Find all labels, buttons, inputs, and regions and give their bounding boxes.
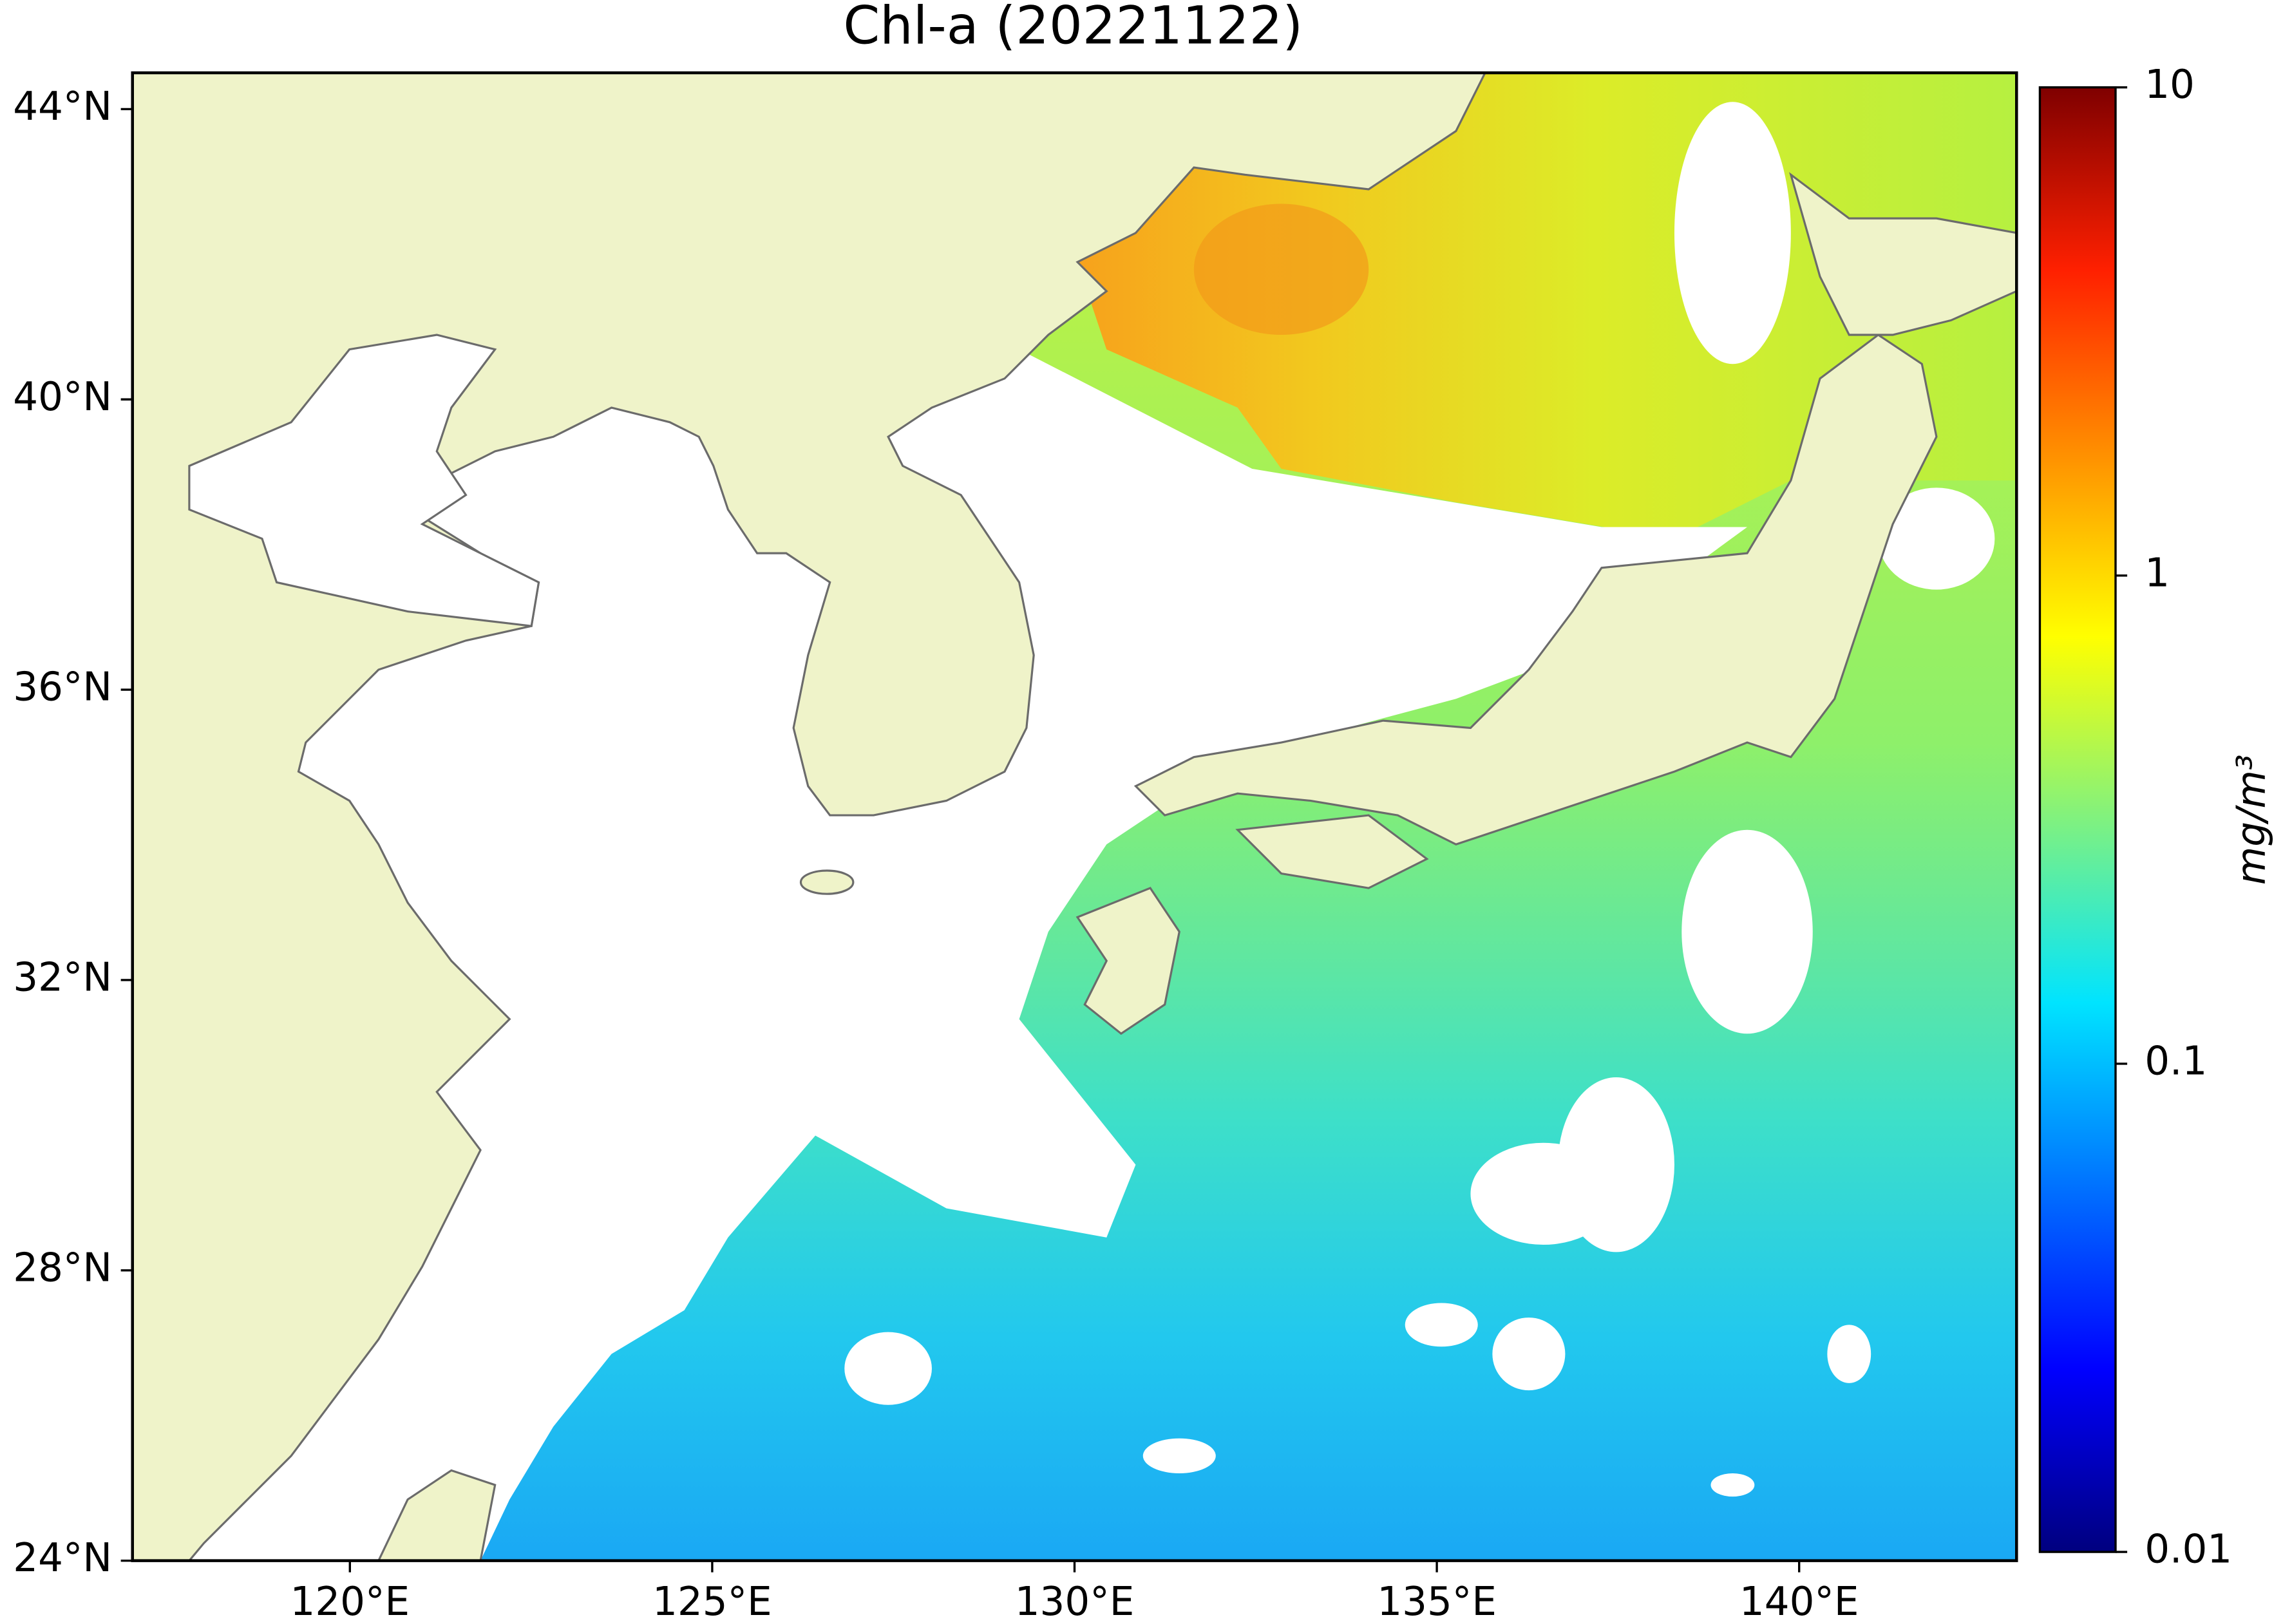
colorbar-tick-label: 1: [2145, 550, 2170, 596]
y-tick-label: 24°N: [13, 1535, 112, 1581]
x-tick-label: 130°E: [1015, 1579, 1135, 1624]
cloud-gaps: [844, 102, 1995, 1497]
y-tick-label: 40°N: [13, 374, 112, 420]
colorbar-label: mg/m³: [2228, 755, 2274, 885]
y-tick-label: 28°N: [13, 1245, 112, 1290]
y-tick-label: 44°N: [13, 84, 112, 129]
x-tick-label: 120°E: [290, 1579, 410, 1624]
x-tick-label: 135°E: [1377, 1579, 1497, 1624]
y-tick-label: 36°N: [13, 665, 112, 710]
colorbar-tick-label: 10: [2145, 62, 2195, 108]
colorbar-tick-label: 0.01: [2145, 1527, 2232, 1572]
colorbar: [2038, 86, 2117, 1553]
land: [132, 73, 2017, 1561]
x-tick-label: 125°E: [652, 1579, 772, 1624]
colorbar-tick-label: 0.1: [2145, 1039, 2207, 1084]
high-chl-patch: [1193, 203, 1369, 335]
no-data-region: [132, 349, 1748, 1561]
x-tick-label: 140°E: [1739, 1579, 1859, 1624]
y-tick-label: 32°N: [13, 955, 112, 1001]
chart-title: Chl-a (20221122): [843, 0, 1303, 57]
map-area: [132, 73, 2017, 1561]
